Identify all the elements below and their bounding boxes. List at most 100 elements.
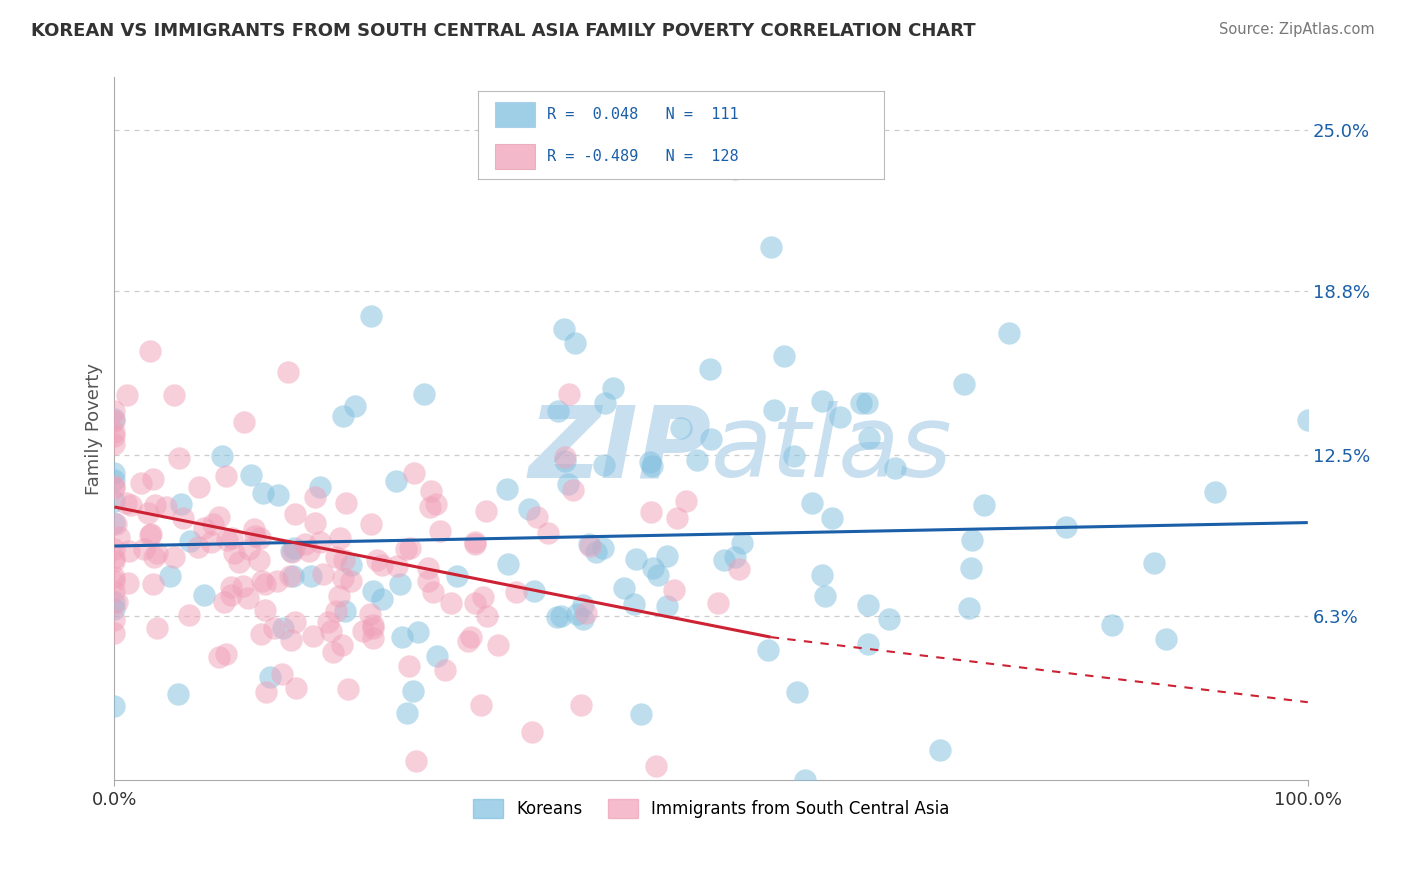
Point bbox=[772, 349, 794, 363]
Point bbox=[554, 454, 576, 468]
Point bbox=[472, 590, 495, 604]
Point bbox=[640, 505, 662, 519]
Point bbox=[856, 598, 879, 612]
Point bbox=[208, 650, 231, 665]
Point bbox=[120, 499, 142, 513]
Point bbox=[669, 421, 692, 435]
Point bbox=[572, 598, 595, 612]
Point bbox=[337, 682, 360, 697]
Point bbox=[707, 596, 730, 610]
Text: KOREAN VS IMMIGRANTS FROM SOUTH CENTRAL ASIA FAMILY POVERTY CORRELATION CHART: KOREAN VS IMMIGRANTS FROM SOUTH CENTRAL … bbox=[31, 22, 976, 40]
Point bbox=[308, 534, 330, 549]
Point bbox=[422, 585, 444, 599]
Point bbox=[572, 611, 595, 625]
Point bbox=[960, 533, 983, 548]
Point bbox=[727, 562, 749, 576]
Point bbox=[117, 388, 139, 402]
Point bbox=[200, 535, 222, 549]
Point bbox=[398, 658, 420, 673]
Point bbox=[638, 455, 661, 469]
Point bbox=[399, 541, 422, 555]
Point bbox=[215, 469, 238, 483]
Point bbox=[592, 541, 614, 555]
Point bbox=[193, 520, 215, 534]
Point bbox=[233, 415, 256, 429]
Point bbox=[647, 568, 669, 582]
Point bbox=[219, 589, 242, 603]
Point bbox=[103, 437, 125, 451]
Point bbox=[786, 685, 808, 699]
Point bbox=[221, 580, 243, 594]
Point bbox=[118, 544, 141, 558]
Point bbox=[211, 449, 233, 463]
Point bbox=[222, 546, 245, 560]
Point bbox=[104, 516, 127, 531]
Point bbox=[419, 500, 441, 515]
Point bbox=[335, 496, 357, 510]
Point bbox=[686, 452, 709, 467]
Text: Source: ZipAtlas.com: Source: ZipAtlas.com bbox=[1219, 22, 1375, 37]
Point bbox=[270, 667, 292, 681]
Point bbox=[426, 648, 449, 663]
Point bbox=[666, 511, 689, 525]
Point bbox=[103, 414, 125, 428]
Point bbox=[602, 381, 624, 395]
Point bbox=[655, 549, 678, 563]
Point bbox=[322, 645, 344, 659]
Point bbox=[402, 683, 425, 698]
Point bbox=[330, 638, 353, 652]
Point bbox=[103, 542, 125, 557]
Point bbox=[277, 365, 299, 379]
Point bbox=[756, 642, 779, 657]
Point bbox=[340, 558, 363, 572]
Point bbox=[215, 647, 238, 661]
Point bbox=[849, 396, 872, 410]
Point bbox=[103, 570, 125, 584]
Point bbox=[117, 576, 139, 591]
Legend: Koreans, Immigrants from South Central Asia: Koreans, Immigrants from South Central A… bbox=[467, 792, 956, 825]
Point bbox=[103, 614, 125, 628]
Point bbox=[457, 634, 479, 648]
Point bbox=[425, 497, 447, 511]
Point bbox=[139, 343, 162, 358]
Point bbox=[188, 480, 211, 494]
Point bbox=[526, 510, 548, 524]
Point bbox=[172, 511, 194, 525]
Point bbox=[585, 544, 607, 558]
Point bbox=[328, 589, 350, 603]
Point bbox=[263, 621, 285, 635]
Point bbox=[928, 742, 950, 756]
Point bbox=[395, 706, 418, 721]
Point bbox=[593, 396, 616, 410]
Point bbox=[304, 516, 326, 530]
Point bbox=[250, 627, 273, 641]
Point bbox=[664, 582, 686, 597]
Point bbox=[103, 626, 125, 640]
Point bbox=[858, 431, 880, 445]
Point bbox=[142, 577, 165, 591]
Point bbox=[557, 476, 579, 491]
Point bbox=[371, 558, 394, 572]
Point bbox=[243, 529, 266, 543]
Point bbox=[486, 638, 509, 652]
Point bbox=[115, 496, 138, 510]
Point bbox=[252, 485, 274, 500]
Point bbox=[1101, 618, 1123, 632]
Point bbox=[271, 621, 294, 635]
Point bbox=[285, 681, 308, 695]
Point bbox=[103, 425, 125, 439]
Point bbox=[402, 467, 425, 481]
Point bbox=[103, 412, 125, 426]
Point bbox=[359, 607, 381, 622]
Point bbox=[103, 550, 125, 565]
Point bbox=[217, 533, 239, 547]
Text: atlas: atlas bbox=[711, 401, 953, 499]
Point bbox=[103, 481, 125, 495]
Point bbox=[371, 591, 394, 606]
Point bbox=[163, 388, 186, 402]
Point bbox=[105, 595, 128, 609]
Point bbox=[759, 240, 782, 254]
Point bbox=[267, 488, 290, 502]
Point bbox=[103, 404, 125, 418]
Point bbox=[794, 773, 817, 788]
